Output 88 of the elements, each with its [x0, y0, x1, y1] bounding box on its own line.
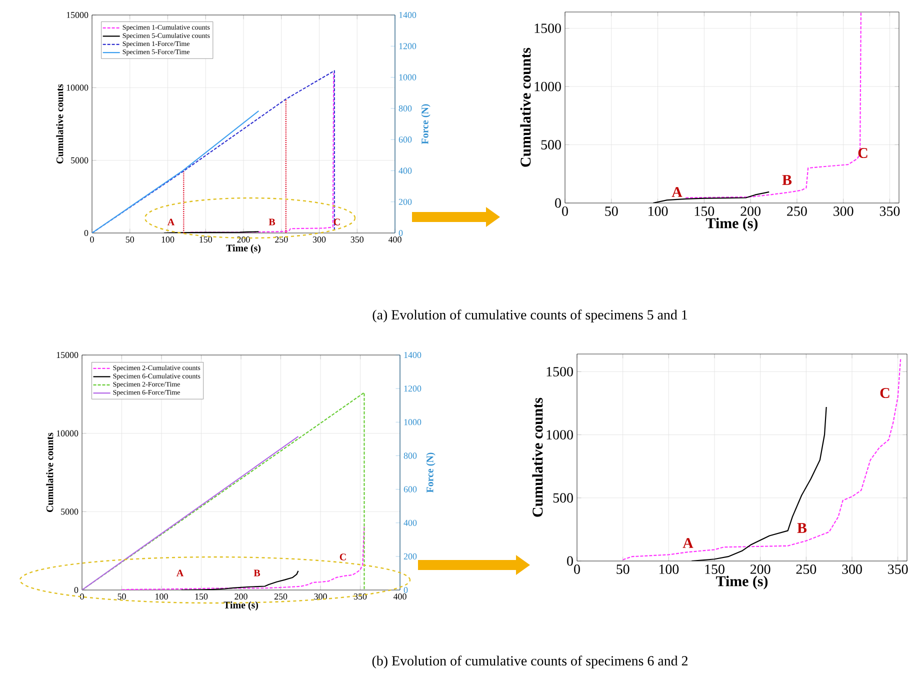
annotation: A [672, 187, 682, 197]
x-tick-label: 150 [705, 564, 724, 574]
annotation: A [682, 538, 694, 548]
y2-tick-label: 800 [404, 452, 417, 459]
annotation: C [340, 554, 346, 560]
x-tick-label: 50 [605, 206, 618, 216]
x-tick-label: 50 [126, 236, 134, 243]
y-tick-label: 500 [553, 493, 573, 503]
y2-tick-label: 200 [398, 198, 412, 205]
x-tick-label: 100 [659, 564, 679, 574]
y2-tick-label: 0 [404, 586, 408, 594]
annotation: C [880, 388, 890, 398]
y2-tick-label: 200 [404, 553, 417, 560]
y2-tick-label: 600 [404, 486, 417, 492]
x-tick-label: 300 [312, 236, 326, 243]
text: (a) Evolution of cumulative counts of specimens 5 and 1 [372, 310, 688, 322]
x-tick-label: 100 [156, 594, 168, 600]
y-tick-label: 500 [541, 140, 561, 150]
y2-tick-label: 1000 [399, 74, 416, 80]
x-tick-label: 150 [694, 206, 714, 216]
y2-tick-label: 0 [398, 230, 403, 236]
x-tick-label: 350 [880, 206, 900, 216]
x-tick-label: 300 [842, 564, 862, 574]
y-tick-label: 10000 [66, 84, 88, 91]
y-tick-label: 1000 [534, 82, 561, 92]
line-series [622, 358, 902, 560]
annotation: B [797, 523, 807, 533]
y-tick-label: 0 [84, 230, 88, 236]
annotation: B [268, 218, 276, 226]
y-tick-label: 1500 [534, 24, 561, 34]
y2-axis-title: Force (N) [426, 452, 436, 493]
y2-tick-label: 400 [398, 168, 412, 174]
x-tick-label: 400 [388, 236, 402, 243]
y2-tick-label: 1200 [399, 43, 416, 50]
x-tick-label: 50 [118, 594, 126, 600]
x-axis-title: Time (s) [706, 218, 758, 232]
y-tick-label: 5000 [71, 157, 88, 164]
y-tick-label: 0 [74, 586, 78, 594]
y2-tick-label: 800 [398, 105, 412, 112]
y2-axis-title: Force (N) [421, 104, 430, 144]
y2-tick-label: 1200 [404, 386, 422, 392]
x-tick-label: 250 [796, 564, 816, 574]
x-tick-label: 350 [354, 594, 367, 600]
line-series [121, 525, 365, 590]
y-tick-label: 1000 [546, 430, 573, 440]
x-tick-label: 200 [750, 564, 770, 574]
annotation: B [254, 570, 260, 576]
x-tick-label: 250 [274, 594, 288, 600]
x-tick-label: 100 [648, 206, 668, 216]
y-axis-title: Cumulative counts [56, 84, 64, 164]
x-tick-label: 200 [740, 206, 760, 216]
y-tick-label: 0 [567, 556, 573, 566]
annotation: C [858, 148, 868, 158]
y2-tick-label: 1400 [404, 352, 422, 358]
annotation: C [334, 218, 340, 226]
y-tick-label: 15000 [56, 352, 78, 358]
y2-tick-label: 600 [398, 136, 412, 143]
x-axis-title: Time (s) [224, 601, 258, 610]
x-tick-label: 150 [195, 594, 208, 600]
y-axis-title: Cumulative counts [532, 398, 543, 517]
annotation: B [782, 175, 792, 185]
y-tick-label: 15000 [66, 12, 88, 18]
x-tick-label: 0 [574, 564, 580, 574]
x-tick-label: 0 [90, 236, 94, 243]
y2-tick-label: 400 [404, 520, 417, 526]
y-tick-label: 1500 [546, 366, 573, 376]
text: (b) Evolution of cumulative counts of specimens 6 and 2 [372, 656, 688, 668]
y2-tick-label: 1000 [404, 419, 422, 426]
x-tick-label: 150 [200, 236, 212, 243]
y-axis-title: Cumulative counts [46, 432, 54, 512]
x-axis-title: Time (s) [716, 576, 768, 590]
x-tick-label: 50 [616, 564, 630, 574]
y-axis-title: Cumulative counts [520, 48, 531, 167]
x-tick-label: 350 [888, 564, 908, 574]
annotation: A [168, 218, 175, 226]
x-tick-label: 300 [834, 206, 854, 216]
x-tick-label: 250 [787, 206, 807, 216]
y-tick-label: 5000 [61, 508, 78, 515]
y2-tick-label: 1400 [399, 12, 416, 18]
x-tick-label: 200 [237, 236, 250, 243]
x-tick-label: 200 [234, 594, 248, 600]
annotation: A [176, 570, 184, 576]
y-tick-label: 0 [555, 198, 561, 208]
y-tick-label: 10000 [56, 430, 78, 436]
x-tick-label: 400 [393, 594, 406, 600]
x-tick-label: 350 [350, 236, 364, 243]
x-tick-label: 100 [162, 236, 174, 243]
x-axis-title: Time (s) [226, 244, 261, 254]
